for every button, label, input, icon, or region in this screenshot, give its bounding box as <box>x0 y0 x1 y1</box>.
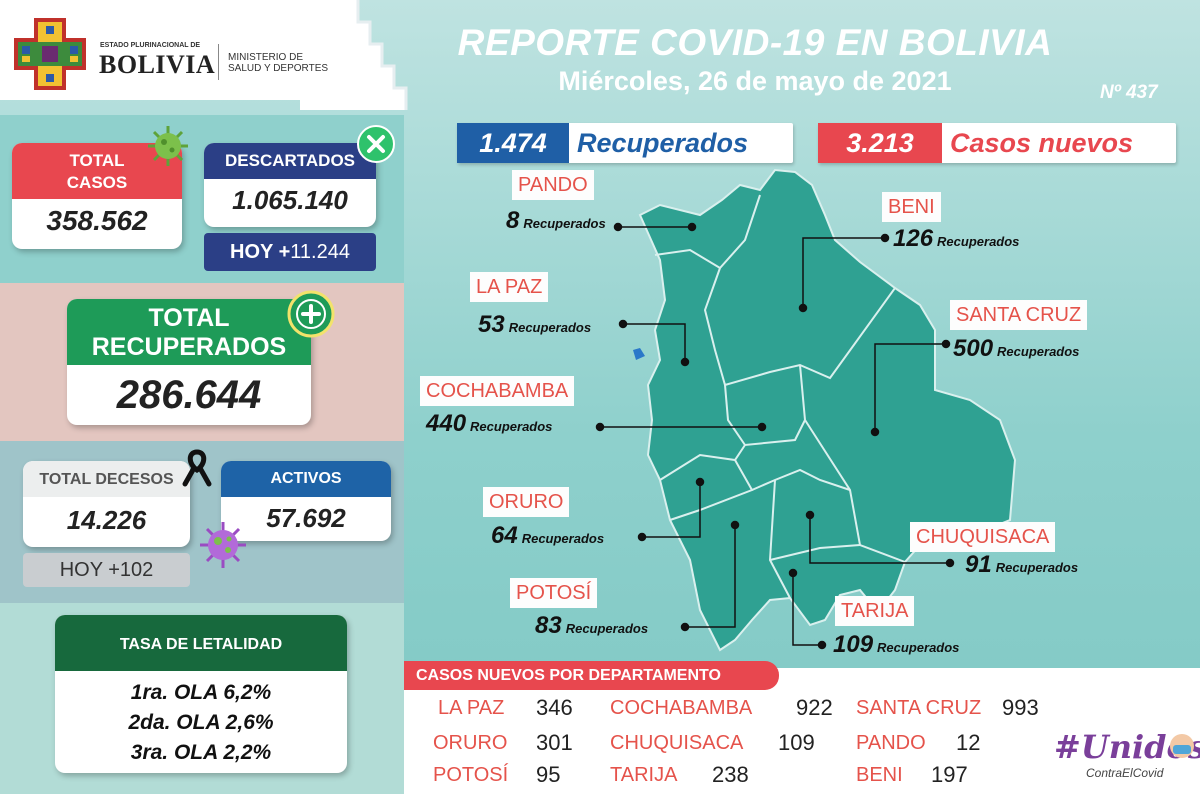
bolivia-emblem-icon <box>14 18 86 90</box>
discarded-x-icon <box>357 125 395 163</box>
dept-recovered-pando: 8 Recuperados <box>506 207 606 234</box>
dept-recovered-cochabamba: 440 Recuperados <box>426 410 553 437</box>
dept-label-tarija: TARIJA <box>835 596 915 626</box>
table-dept-name: POTOSÍ <box>433 764 509 786</box>
active-label: ACTIVOS <box>221 461 391 497</box>
total-cases-value: 358.562 <box>46 205 148 236</box>
plus-icon <box>287 290 335 338</box>
total-recovered-card: TOTAL RECUPERADOS 286.644 <box>67 299 311 425</box>
dept-recovered-potosi: 83 Recuperados <box>535 612 649 639</box>
recovered-today-label: Recuperados <box>577 128 749 158</box>
ministerio-text: MINISTERIO DE SALUD Y DEPORTES <box>228 52 348 74</box>
recovered-today-value: 1.474 <box>457 123 569 163</box>
report-number: Nº 437 <box>1100 82 1158 103</box>
total-deaths-card: TOTAL DECESOS 14.226 <box>23 461 190 547</box>
dept-label-chuquisaca: CHUQUISACA <box>910 522 1056 552</box>
dept-recovered-beni: 126 Recuperados <box>893 225 1020 252</box>
table-dept-value: 993 <box>1002 695 1039 720</box>
table-dept-name: COCHABAMBA <box>610 697 753 719</box>
table-dept-value: 12 <box>956 730 981 755</box>
lethality-wave-3: 3ra. OLA 2,2% <box>130 741 272 764</box>
total-deaths-label: TOTAL DECESOS <box>23 461 190 497</box>
recovered-today-pill: 1.474 Recuperados <box>457 123 793 163</box>
discarded-card: DESCARTADOS 1.065.140 <box>204 143 376 227</box>
discarded-label: DESCARTADOS <box>204 143 376 179</box>
unidos-campaign-logo: #Unidos ContraElCovid <box>1050 722 1200 794</box>
total-cases-header: TOTAL CASOS <box>12 143 182 199</box>
lethality-card: TASA DE LETALIDAD 1ra. OLA 6,2% 2da. OLA… <box>55 615 347 773</box>
report-date: Miércoles, 26 de mayo de 2021 <box>558 66 952 96</box>
virus-purple-icon <box>200 522 246 568</box>
report-title: REPORTE COVID-19 EN BOLIVIA <box>457 22 1053 63</box>
total-cases-label-2: CASOS <box>66 173 128 192</box>
table-dept-name: SANTA CRUZ <box>856 697 982 719</box>
deaths-today: HOY +102 <box>23 553 190 587</box>
table-dept-value: 95 <box>536 762 561 787</box>
total-cases-card: TOTAL CASOS 358.562 <box>12 143 182 249</box>
discarded-today-label: HOY + <box>230 241 291 263</box>
campaign-sub: ContraElCovid <box>1086 766 1164 780</box>
ministerio-line-2: SALUD Y DEPORTES <box>228 63 329 74</box>
ministerio-line-1: MINISTERIO DE <box>228 52 304 63</box>
lethality-wave-2: 2da. OLA 2,6% <box>128 711 274 734</box>
logo-divider <box>218 44 219 80</box>
total-cases-label-1: TOTAL <box>69 151 125 170</box>
logo-area: ESTADO PLURINACIONAL DE BOLIVIA MINISTER… <box>0 0 356 100</box>
table-dept-name: ORURO <box>433 732 508 754</box>
dept-recovered-oruro: 64 Recuperados <box>491 522 605 549</box>
new-cases-table-title: CASOS NUEVOS POR DEPARTAMENTO <box>404 661 779 690</box>
active-value: 57.692 <box>266 503 346 533</box>
bolivia-wordmark: BOLIVIA <box>99 50 216 79</box>
face-mask-icon <box>1170 734 1194 758</box>
total-recovered-label-2: RECUPERADOS <box>91 333 287 361</box>
table-dept-name: TARIJA <box>610 764 678 786</box>
total-recovered-label-1: TOTAL <box>148 304 230 332</box>
discarded-today-value: 11.244 <box>290 241 350 263</box>
total-recovered-header: TOTAL RECUPERADOS <box>67 299 311 365</box>
leader-lines <box>595 222 955 650</box>
table-dept-name: CHUQUISACA <box>610 732 744 754</box>
department-borders <box>654 194 906 599</box>
dept-label-oruro: ORURO <box>483 487 570 517</box>
new-cases-value: 3.213 <box>818 123 942 163</box>
dept-label-cochabamba: COCHABAMBA <box>420 376 575 406</box>
table-dept-name: PANDO <box>856 732 926 754</box>
dept-label-pando: PANDO <box>512 170 594 200</box>
dept-recovered-chuquisaca: 91 Recuperados <box>965 551 1079 578</box>
estado-text: ESTADO PLURINACIONAL DE <box>100 42 201 49</box>
table-dept-name: BENI <box>856 764 903 786</box>
lethality-wave-1: 1ra. OLA 6,2% <box>130 681 272 704</box>
new-cases-pill: 3.213 Casos nuevos <box>818 123 1176 163</box>
dept-recovered-santa-cruz: 500 Recuperados <box>953 335 1080 362</box>
table-dept-value: 922 <box>796 695 833 720</box>
total-deaths-value: 14.226 <box>66 505 147 535</box>
table-dept-value: 346 <box>536 695 573 720</box>
dept-label-la-paz: LA PAZ <box>470 272 549 302</box>
table-dept-value: 109 <box>778 730 815 755</box>
dept-label-beni: BENI <box>882 192 941 222</box>
dept-label-potosi: POTOSÍ <box>510 578 598 608</box>
new-cases-label: Casos nuevos <box>950 128 1134 158</box>
table-dept-value: 301 <box>536 730 573 755</box>
discarded-value: 1.065.140 <box>232 185 348 215</box>
dept-recovered-tarija: 109 Recuperados <box>833 631 960 658</box>
virus-icon <box>148 126 188 166</box>
total-recovered-value: 286.644 <box>116 373 262 417</box>
discarded-today: HOY +11.244 <box>204 233 376 271</box>
mourning-ribbon-icon <box>182 449 212 487</box>
lake-titicaca <box>633 348 645 360</box>
active-card: ACTIVOS 57.692 <box>221 461 391 541</box>
table-dept-value: 238 <box>712 762 749 787</box>
table-dept-value: 197 <box>931 762 968 787</box>
dept-recovered-la-paz: 53 Recuperados <box>478 311 592 338</box>
lethality-title: TASA DE LETALIDAD <box>55 615 347 671</box>
dept-label-santa-cruz: SANTA CRUZ <box>950 300 1088 330</box>
table-dept-name: LA PAZ <box>438 697 505 719</box>
